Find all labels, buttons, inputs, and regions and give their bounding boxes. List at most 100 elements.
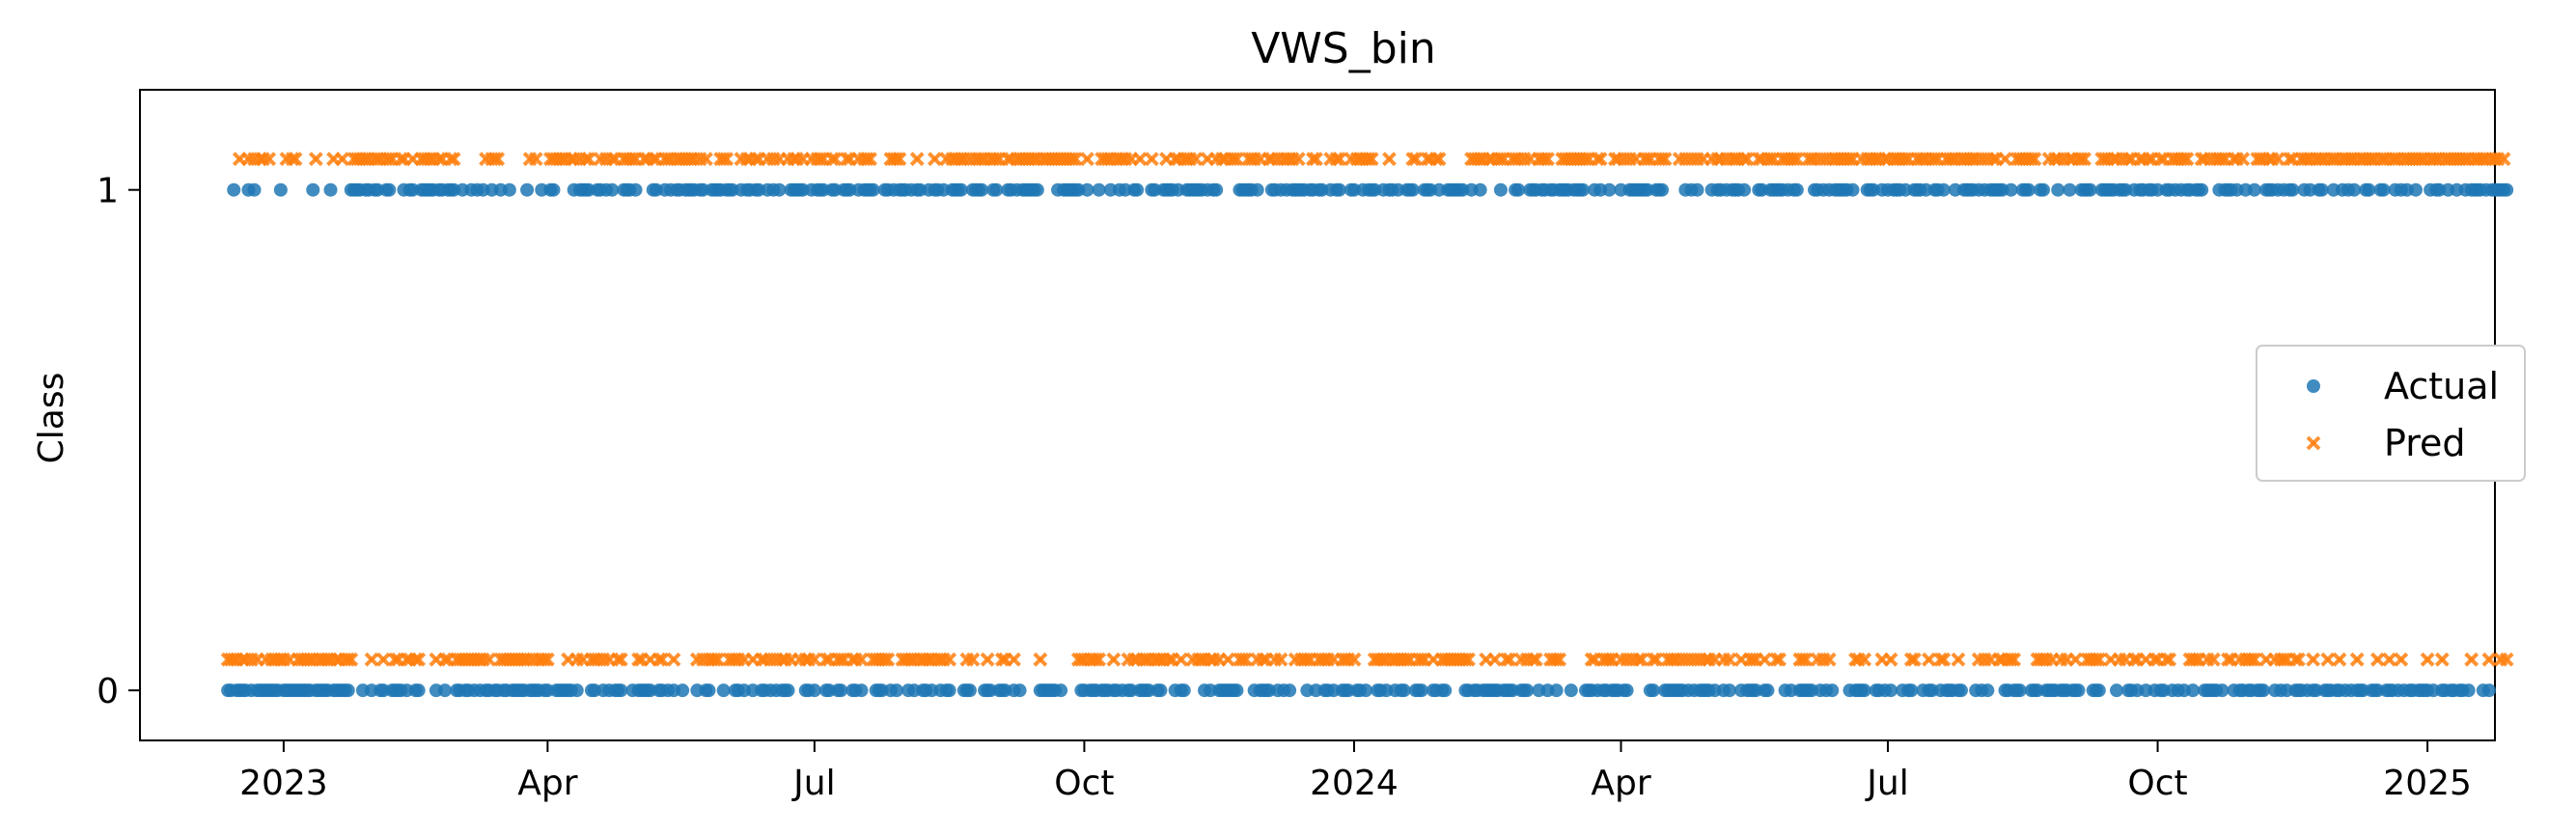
pred-point (1309, 152, 1323, 167)
pred-point (2282, 152, 2297, 167)
pred-point (2074, 152, 2089, 167)
pred-point (341, 652, 356, 667)
pred-point (1998, 152, 2012, 167)
actual-point (1209, 182, 1224, 197)
legend-marker-pred (2306, 435, 2321, 451)
x-tick-label: Jul (791, 764, 835, 803)
pred-point (1722, 652, 1737, 667)
actual-point (1655, 182, 1670, 197)
actual-point (1825, 683, 1840, 698)
pred-point (1763, 152, 1778, 167)
pred-point (827, 152, 843, 167)
pred-point (2176, 152, 2192, 167)
actual-point (1414, 683, 1428, 698)
pred-point (387, 652, 402, 667)
pred-point (807, 652, 822, 667)
pred-point (860, 152, 874, 167)
pred-point (2349, 652, 2365, 667)
pred-point (1461, 652, 1476, 667)
actual-point (1153, 683, 1168, 698)
actual-point (2091, 683, 2106, 698)
pred-point (1226, 152, 1241, 167)
actual-point (382, 182, 397, 197)
pred-point (2481, 652, 2497, 667)
actual-point (341, 683, 355, 698)
pred-point (613, 652, 628, 667)
pred-point (1739, 152, 1755, 167)
pred-point (394, 152, 408, 167)
x-tick-label: Apr (517, 764, 577, 803)
pred-point (1364, 152, 1379, 167)
actual-point (2347, 182, 2362, 197)
pred-point (1162, 652, 1177, 667)
pred-point (1458, 652, 1473, 667)
pred-point (1757, 652, 1772, 667)
actual-point (676, 683, 690, 698)
pred-point (707, 652, 722, 667)
pred-point (651, 652, 667, 667)
pred-point (2382, 652, 2397, 667)
actual-point (889, 683, 903, 698)
pred-point (654, 652, 670, 667)
pred-point (1408, 152, 1424, 167)
pred-point (2089, 652, 2104, 667)
pred-point (411, 652, 427, 667)
pred-point (2142, 152, 2156, 167)
actual-point (1904, 683, 1919, 698)
pred-point (994, 652, 1010, 667)
actual-point (1438, 683, 1453, 698)
pred-point (965, 652, 981, 667)
pred-point (1821, 652, 1837, 667)
x-axis-ticks: 2023 Apr Jul Oct 2024 Apr Jul Oct 2025 (239, 740, 2472, 803)
actual-point (2004, 182, 2018, 197)
pred-point (1736, 152, 1752, 167)
pred-point (1549, 652, 1565, 667)
actual-point (2036, 182, 2051, 197)
actual-point (1080, 182, 1094, 197)
y-tick-label: 1 (97, 172, 119, 211)
pred-point (1290, 152, 1306, 167)
x-tick-label: Oct (2127, 764, 2187, 803)
pred-point (1906, 652, 1922, 667)
actual-point (1549, 683, 1564, 698)
pred-point (824, 152, 840, 167)
pred-point (716, 152, 732, 167)
pred-point (1144, 152, 1159, 167)
actual-point (1884, 683, 1898, 698)
pred-point (2004, 652, 2019, 667)
actual-point (2247, 182, 2261, 197)
pred-point (877, 652, 893, 667)
pred-point (889, 152, 904, 167)
pred-point (1842, 152, 1857, 167)
pred-point (1552, 652, 1567, 667)
pred-point (1795, 652, 1811, 667)
pred-point (1789, 152, 1805, 167)
actual-point (2051, 182, 2065, 197)
pred-point (631, 652, 646, 667)
pred-point (1502, 652, 1517, 667)
pred-point (1769, 652, 1784, 667)
pred-point (2179, 152, 2195, 167)
actual-point (716, 683, 731, 698)
actual-point (227, 182, 241, 197)
pred-point (1578, 152, 1593, 167)
actual-point (2285, 182, 2300, 197)
pred-point (854, 652, 869, 667)
pred-point (1528, 652, 1543, 667)
actual-point (2256, 683, 2270, 698)
pred-point (892, 152, 907, 167)
pred-point (610, 652, 625, 667)
pred-point (818, 652, 834, 667)
pred-point (2287, 652, 2303, 667)
pred-point (1382, 152, 1397, 167)
x-tick-label: Oct (1054, 764, 1114, 803)
pred-point (1238, 652, 1253, 667)
pred-point (408, 652, 424, 667)
actual-point (1520, 683, 1535, 698)
pred-point (1648, 652, 1664, 667)
pred-point (1132, 152, 1148, 167)
pred-point (1220, 652, 1235, 667)
pred-point (2126, 652, 2142, 667)
pred-point (375, 652, 391, 667)
pred-point (1654, 152, 1670, 167)
